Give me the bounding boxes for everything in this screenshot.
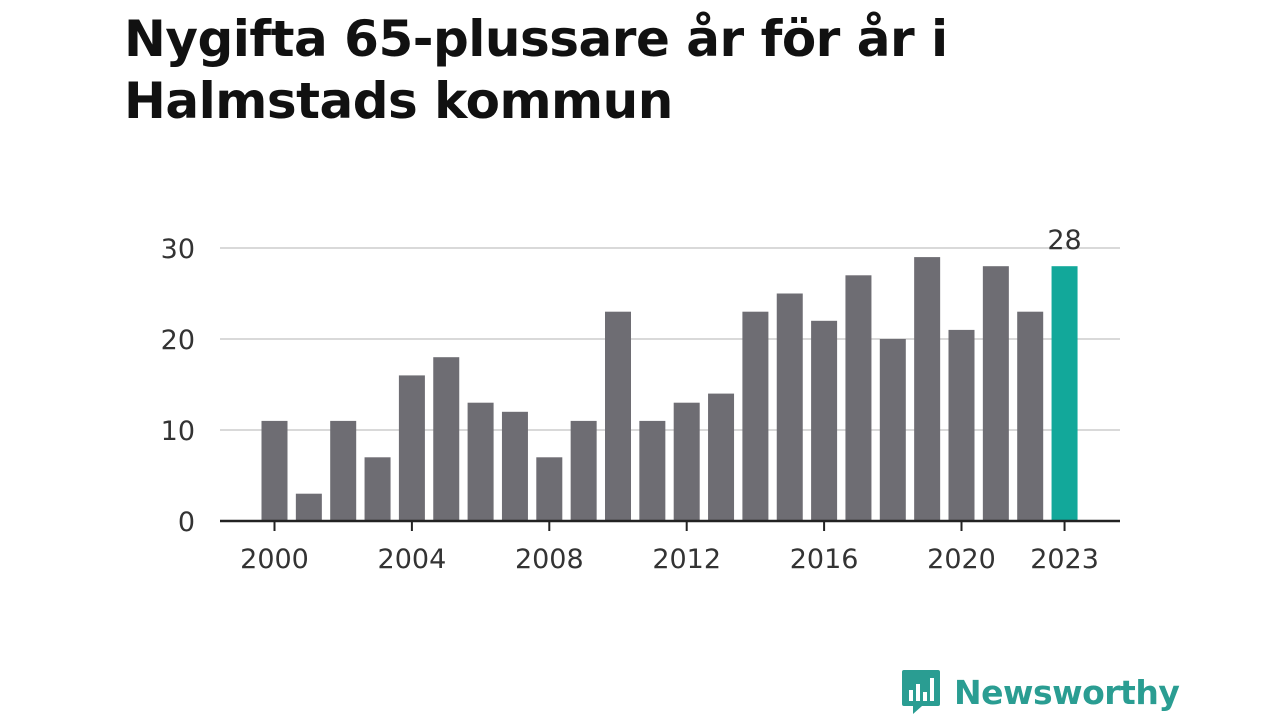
y-tick-label: 10 bbox=[161, 416, 195, 447]
y-tick-label: 20 bbox=[161, 325, 195, 356]
bar bbox=[673, 402, 700, 521]
bar bbox=[501, 411, 528, 521]
bar bbox=[742, 311, 769, 521]
bar-highlight bbox=[1051, 266, 1078, 521]
bar bbox=[982, 266, 1009, 521]
bar bbox=[605, 311, 631, 521]
y-tick-label: 0 bbox=[178, 507, 195, 538]
bar bbox=[776, 293, 803, 521]
bar bbox=[914, 257, 941, 521]
x-tick-label: 2000 bbox=[240, 544, 309, 575]
x-tick-label: 2012 bbox=[652, 544, 721, 575]
x-tick-label: 2004 bbox=[378, 544, 447, 575]
bar bbox=[364, 457, 391, 521]
bar bbox=[811, 320, 838, 521]
x-tick-label: 2008 bbox=[515, 544, 584, 575]
bar-value-label: 28 bbox=[1047, 225, 1081, 256]
bar bbox=[1017, 311, 1044, 521]
bar bbox=[948, 329, 975, 521]
y-tick-label: 30 bbox=[161, 234, 195, 265]
chart-title: Nygifta 65-plussare år för år i Halmstad… bbox=[124, 10, 948, 130]
bar bbox=[536, 457, 563, 521]
brand-name: Newsworthy bbox=[954, 672, 1180, 712]
bar bbox=[639, 420, 666, 521]
bar bbox=[398, 375, 425, 521]
bar bbox=[570, 420, 597, 521]
bar bbox=[295, 493, 322, 521]
bar bbox=[261, 420, 288, 521]
x-tick-label: 2020 bbox=[927, 544, 996, 575]
bar bbox=[433, 357, 460, 521]
newsworthy-brand: Newsworthy bbox=[900, 668, 1180, 716]
bar bbox=[708, 393, 735, 521]
newsworthy-logo-icon bbox=[902, 670, 940, 714]
bar bbox=[845, 275, 872, 521]
x-tick-label: 2016 bbox=[790, 544, 859, 575]
bar bbox=[879, 339, 906, 521]
x-tick-label: 2023 bbox=[1030, 544, 1099, 575]
bar bbox=[330, 420, 357, 521]
bar bbox=[467, 402, 494, 521]
